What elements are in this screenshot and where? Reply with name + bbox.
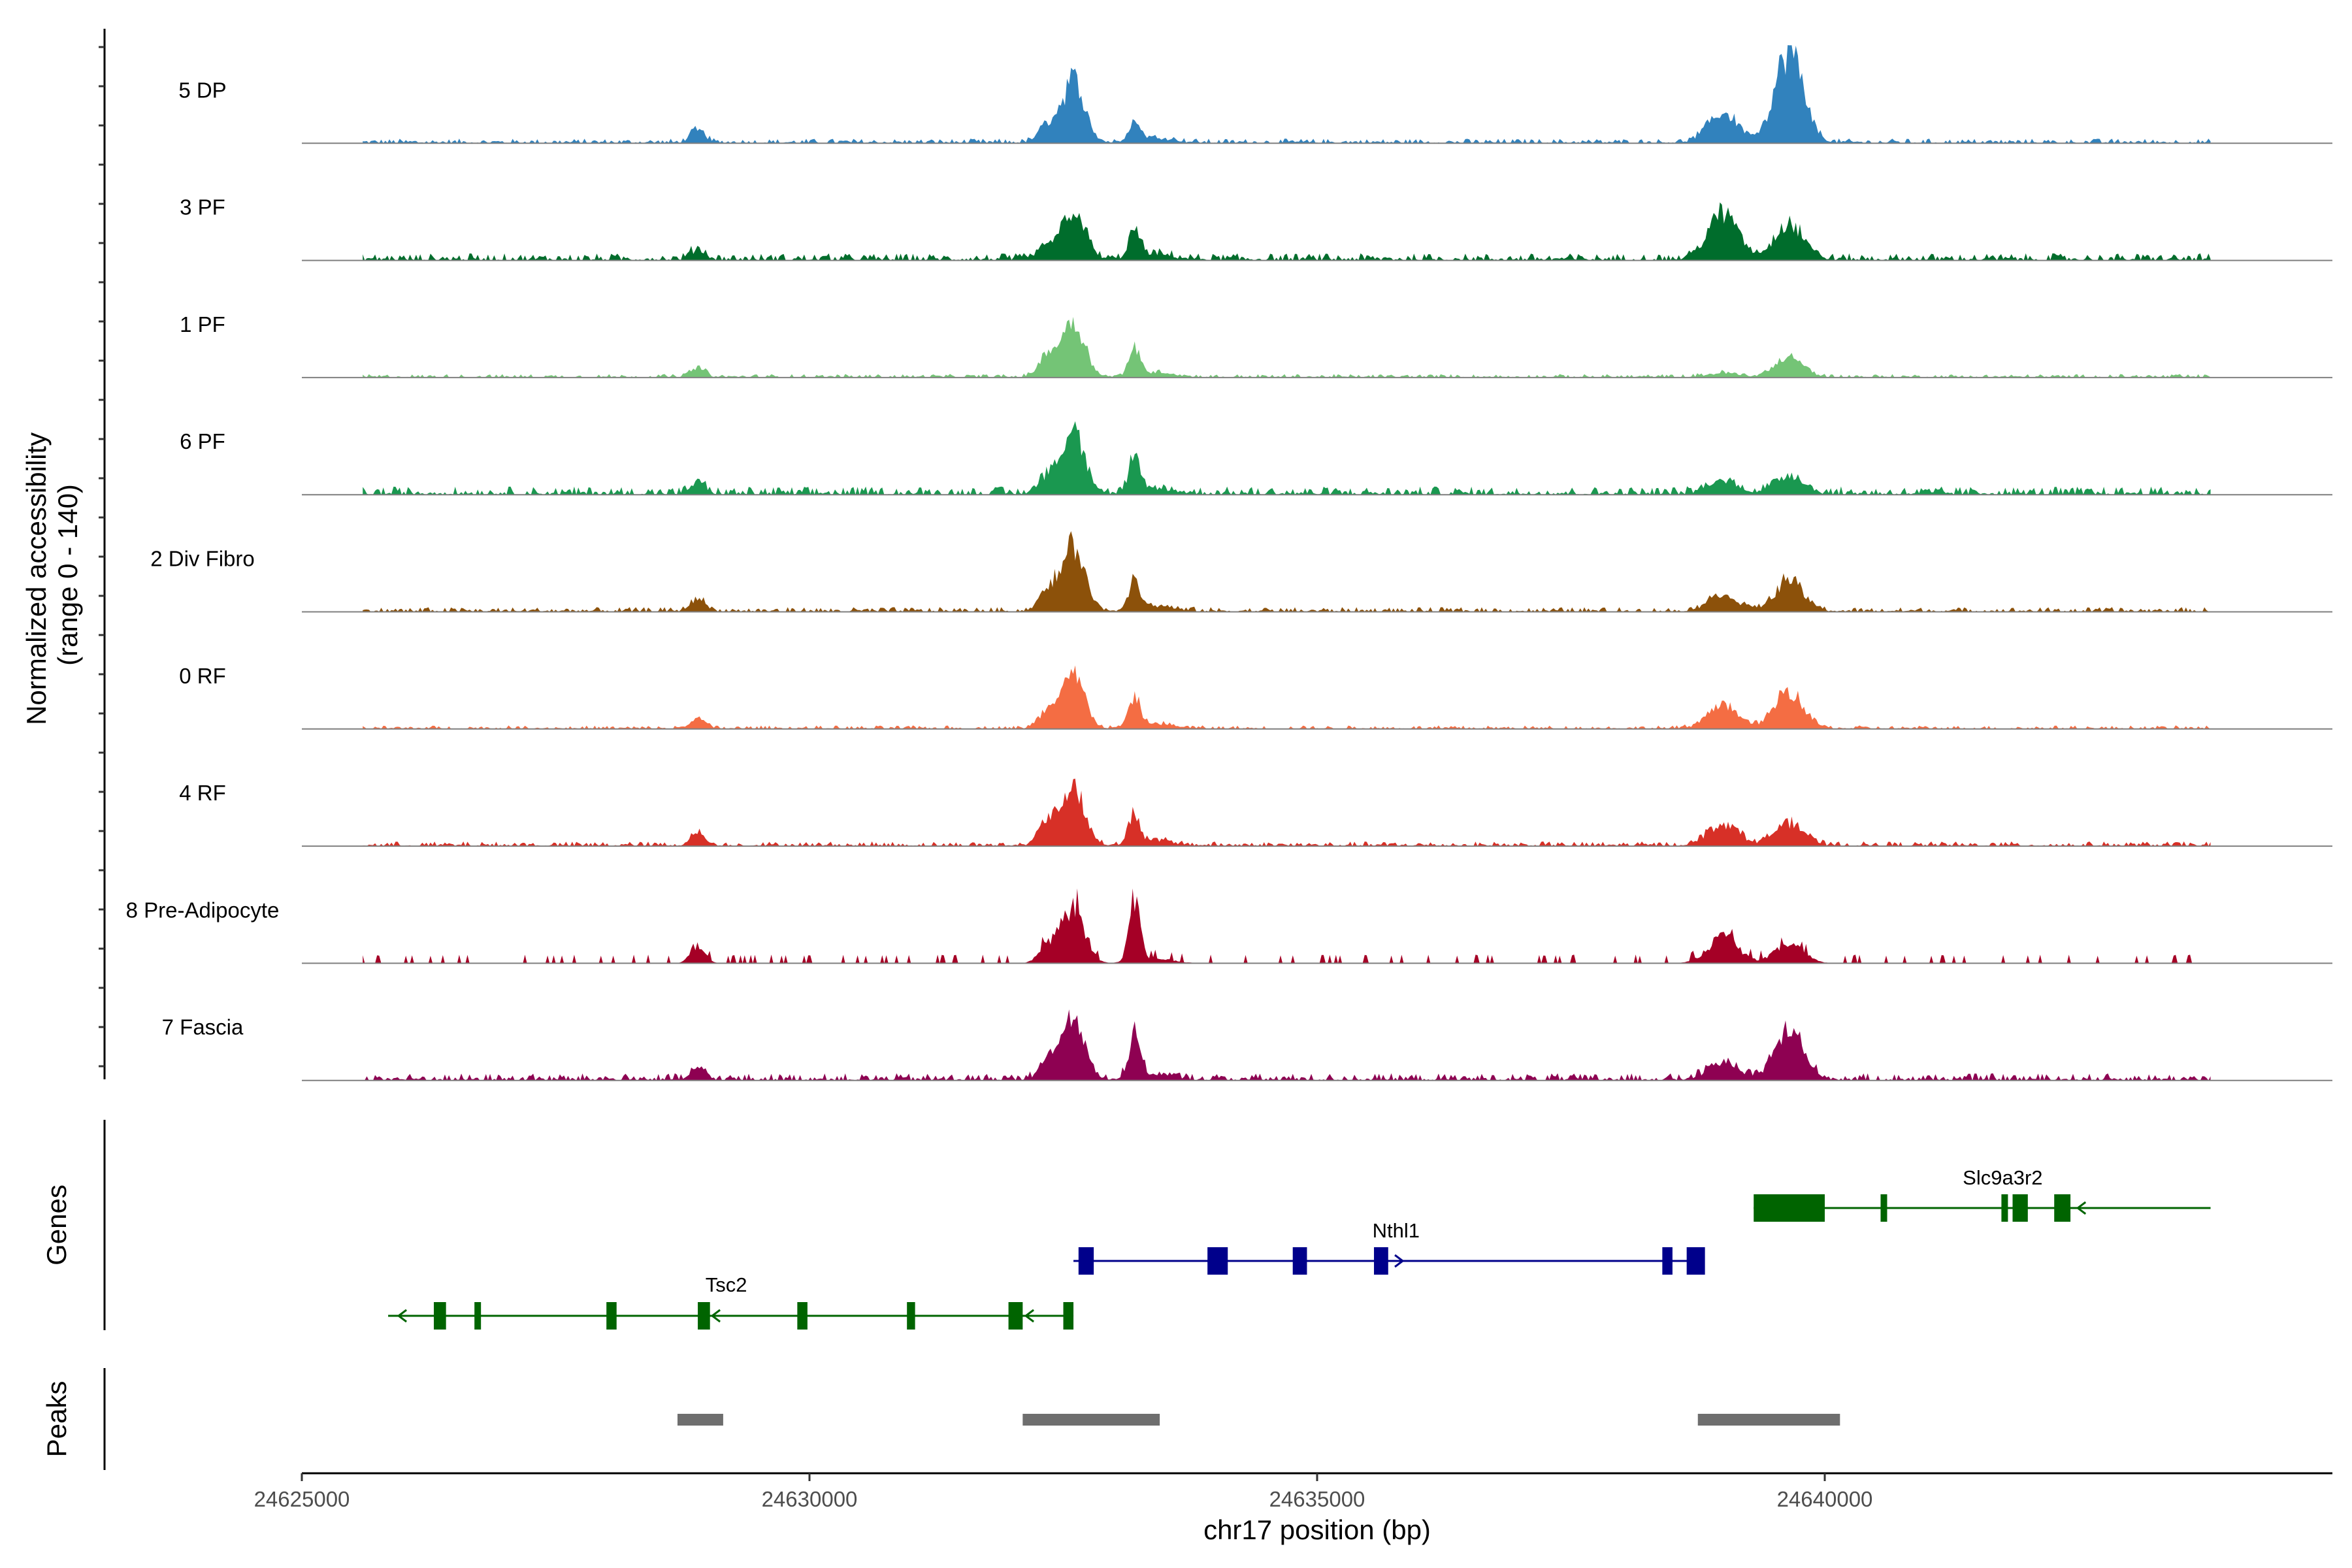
coverage-track: 5 DP (178, 45, 2332, 144)
track-label: 5 DP (178, 78, 226, 102)
gene-exon (2001, 1194, 2008, 1222)
x-tick-label: 24635000 (1269, 1487, 1365, 1511)
coverage-area (363, 888, 2211, 964)
gene-model: Nthl1 (1073, 1219, 1705, 1275)
coverage-track: 3 PF (180, 195, 2332, 261)
coverage-area (363, 665, 2211, 729)
gene-exon (1008, 1302, 1023, 1330)
track-label: 6 PF (180, 429, 225, 453)
gene-exon (1754, 1194, 1825, 1222)
gene-exon (1063, 1302, 1074, 1330)
gene-annotations: Tsc2 Nthl1 Slc9a3r2 (388, 1166, 2211, 1330)
coverage-area (363, 531, 2211, 612)
coverage-track: 6 PF (180, 421, 2332, 496)
gene-exon (698, 1302, 710, 1330)
x-tick-label: 24625000 (254, 1487, 350, 1511)
coverage-area (363, 1009, 2211, 1081)
coverage-y-axis-title-line1: Normalized accessibility (21, 433, 52, 725)
genes-panel-label: Genes (41, 1184, 72, 1266)
gene-name: Slc9a3r2 (1963, 1166, 2042, 1189)
gene-exon (2054, 1194, 2071, 1222)
gene-model: Tsc2 (388, 1273, 1074, 1330)
gene-model: Slc9a3r2 (1754, 1166, 2211, 1222)
gene-exon (474, 1302, 482, 1330)
coverage-area (363, 778, 2211, 847)
coverage-area (363, 421, 2211, 495)
strand-arrow (1024, 1309, 1034, 1323)
x-tick-label: 24630000 (762, 1487, 858, 1511)
gene-exon (1292, 1247, 1307, 1275)
coverage-track: 1 PF (180, 312, 2332, 378)
coverage-track: 7 Fascia (162, 1009, 2332, 1081)
peaks-panel-label: Peaks (41, 1381, 72, 1458)
gene-exon (1078, 1247, 1094, 1275)
gene-exon (1880, 1194, 1887, 1222)
coverage-y-axis-title-line2: (range 0 - 140) (52, 484, 83, 666)
gene-exon (797, 1302, 808, 1330)
track-label: 8 Pre-Adipocyte (126, 898, 280, 922)
gene-exon (1207, 1247, 1228, 1275)
peak-regions (677, 1414, 1840, 1426)
x-axis-ticks: 24625000 24630000 24635000 24640000 (254, 1473, 1873, 1511)
coverage-y-axis (99, 29, 106, 1079)
gene-exon (434, 1302, 446, 1330)
coverage-track: 0 RF (179, 664, 2332, 730)
coverage-tracks: 5 DP 3 PF 1 PF 6 PF 2 Div Fibro 0 RF 4 RF 8 Pre… (126, 45, 2332, 1081)
gene-name: Tsc2 (706, 1273, 747, 1296)
strand-arrow (1394, 1254, 1405, 1268)
peak-bar (1697, 1414, 1840, 1426)
strand-arrow (2076, 1201, 2087, 1215)
coverage-track: 4 RF (179, 778, 2332, 847)
track-label: 4 RF (179, 781, 226, 805)
gene-name: Nthl1 (1373, 1219, 1420, 1242)
gene-exon (1662, 1247, 1673, 1275)
coverage-track: 2 Div Fibro (150, 531, 2332, 613)
gene-exon (606, 1302, 617, 1330)
coverage-area (363, 45, 2211, 144)
track-label: 1 PF (180, 312, 225, 336)
gene-exon (907, 1302, 915, 1330)
coverage-area (363, 202, 2211, 261)
track-label: 0 RF (179, 664, 226, 688)
track-label: 2 Div Fibro (150, 547, 255, 571)
track-label: 3 PF (180, 195, 225, 220)
coverage-y-axis-title: Normalized accessibility (range 0 - 140) (21, 425, 83, 725)
peak-bar (1022, 1414, 1160, 1426)
strand-arrow (397, 1309, 407, 1323)
x-tick-label: 24640000 (1777, 1487, 1873, 1511)
coverage-track: 8 Pre-Adipocyte (126, 888, 2332, 964)
gene-exon (2012, 1194, 2028, 1222)
x-axis-title: chr17 position (bp) (1203, 1514, 1431, 1545)
peak-bar (677, 1414, 723, 1426)
gene-exon (1686, 1247, 1705, 1275)
strand-arrow (710, 1309, 721, 1323)
track-label: 7 Fascia (162, 1015, 244, 1039)
coverage-area (363, 317, 2211, 378)
gene-exon (1374, 1247, 1388, 1275)
